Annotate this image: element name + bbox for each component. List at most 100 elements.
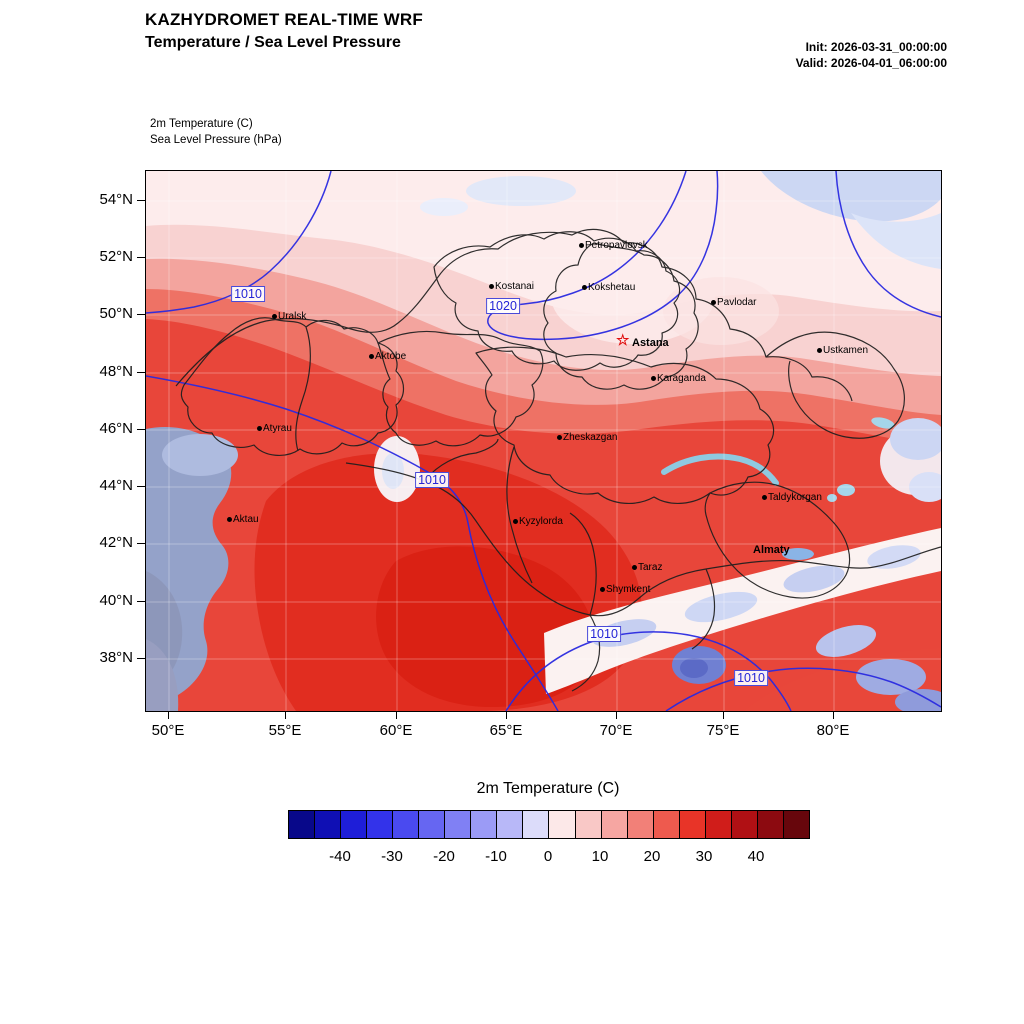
init-time: Init: 2026-03-31_00:00:00 bbox=[805, 40, 947, 54]
colorbar-cell bbox=[731, 811, 758, 838]
pressure-contours bbox=[146, 171, 941, 711]
city-dot-icon bbox=[226, 516, 232, 522]
city-dot-icon bbox=[581, 284, 587, 290]
colorbar-tick-label: 30 bbox=[695, 848, 713, 865]
city-label: Taldykorgan bbox=[768, 492, 822, 503]
y-axis-tick bbox=[137, 543, 145, 544]
x-axis-tick bbox=[723, 711, 724, 719]
y-axis-tick bbox=[137, 658, 145, 659]
colorbar-tick-label: 10 bbox=[591, 848, 609, 865]
y-axis-tick bbox=[137, 314, 145, 315]
x-axis-tick bbox=[396, 711, 397, 719]
city-label: Kyzylorda bbox=[519, 516, 563, 527]
y-axis-label: 54°N bbox=[99, 191, 133, 208]
mountain-cold-band bbox=[544, 528, 941, 711]
colorbar-cell bbox=[367, 811, 394, 838]
x-axis-tick bbox=[285, 711, 286, 719]
y-axis-label: 50°N bbox=[99, 305, 133, 322]
city-label: Atyrau bbox=[263, 423, 292, 434]
astana-star-icon: ☆ bbox=[616, 332, 630, 349]
colorbar-cell bbox=[419, 811, 446, 838]
city-label: Aktobe bbox=[375, 351, 407, 362]
x-axis-tick bbox=[168, 711, 169, 719]
colorbar-tick-label: 20 bbox=[643, 848, 661, 865]
pressure-label: 1020 bbox=[486, 298, 520, 314]
city-label: Kostanai bbox=[495, 281, 534, 292]
city-dot-icon bbox=[556, 434, 562, 440]
pressure-label: 1010 bbox=[231, 286, 265, 302]
page-title: KAZHYDROMET REAL-TIME WRF bbox=[145, 10, 423, 29]
city-dot-icon bbox=[256, 425, 262, 431]
y-axis-label: 48°N bbox=[99, 363, 133, 380]
colorbar-cell bbox=[601, 811, 628, 838]
colorbar-cell bbox=[549, 811, 576, 838]
city-dot-icon bbox=[816, 347, 822, 353]
colorbar-cell bbox=[497, 811, 524, 838]
colorbar-cell bbox=[783, 811, 809, 838]
colorbar-cell bbox=[289, 811, 316, 838]
city-label: Ustkamen bbox=[823, 345, 869, 356]
city-label: Almaty bbox=[753, 544, 790, 556]
x-axis-label: 60°E bbox=[379, 722, 413, 739]
colorbar-tick-label: -10 bbox=[485, 848, 507, 865]
y-axis-label: 46°N bbox=[99, 420, 133, 437]
y-axis-tick bbox=[137, 601, 145, 602]
city-label: Zheskazgan bbox=[563, 432, 618, 443]
page-subtitle: Temperature / Sea Level Pressure bbox=[145, 34, 401, 51]
city-dot-icon bbox=[368, 353, 374, 359]
x-axis-label: 80°E bbox=[816, 722, 850, 739]
colorbar-cell bbox=[471, 811, 498, 838]
colorbar-tick-label: -40 bbox=[329, 848, 351, 865]
colorbar-tick-label: 0 bbox=[543, 848, 553, 865]
city-dot-icon bbox=[710, 299, 716, 305]
valid-time: Valid: 2026-04-01_06:00:00 bbox=[795, 56, 947, 70]
colorbar-cell bbox=[341, 811, 368, 838]
colorbar-cell bbox=[757, 811, 784, 838]
y-axis-tick bbox=[137, 200, 145, 201]
field-label-temperature: 2m Temperature (C) bbox=[150, 118, 253, 130]
city-dot-icon bbox=[512, 518, 518, 524]
city-dot-icon bbox=[271, 313, 277, 319]
x-axis-label: 65°E bbox=[489, 722, 523, 739]
y-axis-label: 38°N bbox=[99, 649, 133, 666]
pressure-label: 1010 bbox=[734, 670, 768, 686]
caspian-sea bbox=[146, 427, 238, 711]
map-svg bbox=[146, 171, 941, 711]
y-axis-label: 40°N bbox=[99, 592, 133, 609]
x-axis-label: 75°E bbox=[706, 722, 740, 739]
city-label: Aktau bbox=[233, 514, 259, 525]
colorbar-cell bbox=[653, 811, 680, 838]
city-label: Pavlodar bbox=[717, 297, 757, 308]
colorbar-tick-label: 40 bbox=[747, 848, 765, 865]
x-axis-label: 70°E bbox=[599, 722, 633, 739]
map-annotations: Petropavlovsk Kostanai Kokshetau Pavlodar Ur… bbox=[146, 171, 941, 711]
y-axis-tick bbox=[137, 257, 145, 258]
city-label: Kokshetau bbox=[588, 282, 636, 293]
colorbar-tick-label: -30 bbox=[381, 848, 403, 865]
city-label: Astana bbox=[632, 337, 669, 349]
city-label: Petropavlovsk bbox=[585, 240, 648, 251]
city-label: Karaganda bbox=[657, 373, 706, 384]
pressure-label: 1010 bbox=[415, 472, 449, 488]
y-axis-label: 42°N bbox=[99, 534, 133, 551]
colorbar-cell bbox=[445, 811, 472, 838]
city-label: Shymkent bbox=[606, 584, 651, 595]
x-axis-label: 50°E bbox=[151, 722, 185, 739]
admin-borders bbox=[175, 228, 941, 692]
colorbar-tick-label: -20 bbox=[433, 848, 455, 865]
lakes bbox=[661, 417, 895, 502]
y-axis-tick bbox=[137, 486, 145, 487]
city-dot-icon bbox=[578, 242, 584, 248]
city-label: Uralsk bbox=[278, 311, 307, 322]
field-label-pressure: Sea Level Pressure (hPa) bbox=[150, 134, 282, 146]
x-axis-tick bbox=[833, 711, 834, 719]
colorbar-cell bbox=[679, 811, 706, 838]
cold-air-patches bbox=[420, 171, 941, 502]
x-axis-label: 55°E bbox=[268, 722, 302, 739]
y-axis-tick bbox=[137, 429, 145, 430]
city-dot-icon bbox=[631, 564, 637, 570]
x-axis-tick bbox=[616, 711, 617, 719]
pressure-label: 1010 bbox=[587, 626, 621, 642]
graticule bbox=[146, 171, 941, 711]
